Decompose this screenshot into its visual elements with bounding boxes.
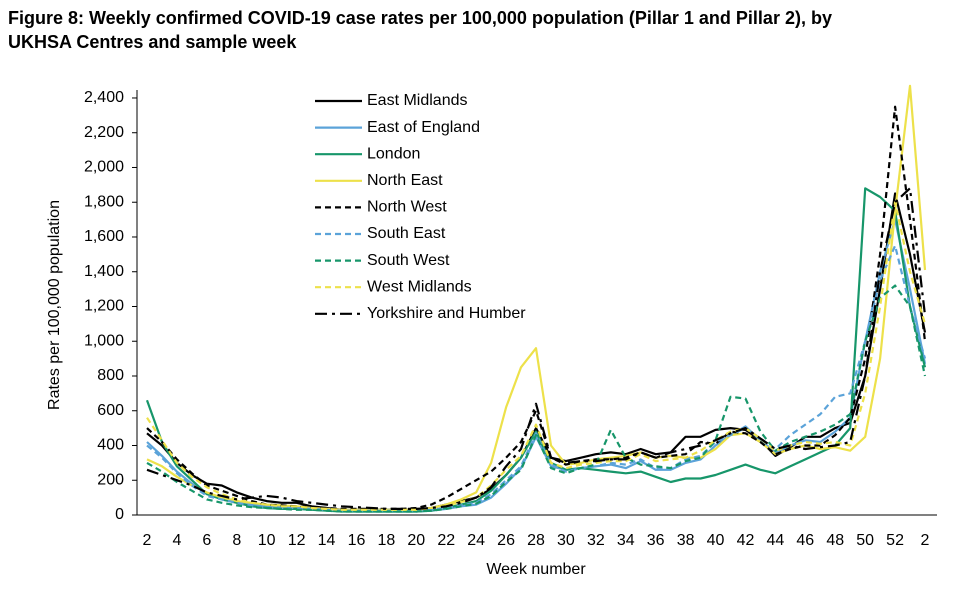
legend-label: East of England: [367, 119, 480, 136]
y-tick-label: 1,400: [84, 263, 124, 280]
x-tick-label: 2: [921, 532, 930, 549]
x-tick-label: 50: [856, 532, 874, 549]
x-tick-label: 28: [527, 532, 545, 549]
y-tick-label: 400: [97, 437, 124, 454]
y-axis-label: Rates per 100,000 population: [46, 200, 63, 410]
series-line: [146, 105, 927, 510]
y-tick-label: 200: [97, 471, 124, 488]
x-tick-label: 14: [318, 532, 336, 549]
x-tick-label: 48: [826, 532, 844, 549]
x-tick-label: 4: [172, 532, 181, 549]
x-tick-label: 2: [143, 532, 152, 549]
y-tick-label: 1,600: [84, 228, 124, 245]
x-tick-label: 46: [796, 532, 814, 549]
legend-label: West Midlands: [367, 278, 472, 295]
y-tick-label: 2,200: [84, 124, 124, 141]
legend-label: South East: [367, 225, 446, 242]
x-tick-label: 30: [557, 532, 575, 549]
x-tick-label: 32: [587, 532, 605, 549]
y-tick-label: 600: [97, 402, 124, 419]
y-tick-label: 1,000: [84, 332, 124, 349]
x-axis-label: Week number: [486, 561, 586, 578]
legend-label: North East: [367, 172, 443, 189]
x-tick-label: 40: [707, 532, 725, 549]
y-tick-label: 1,200: [84, 298, 124, 315]
series-line: [146, 201, 927, 511]
y-tick-label: 2,400: [84, 89, 124, 106]
legend-label: South West: [367, 252, 450, 269]
series-line: [146, 244, 927, 512]
x-tick-label: 24: [467, 532, 485, 549]
x-tick-label: 8: [232, 532, 241, 549]
x-tick-label: 38: [677, 532, 695, 549]
y-tick-label: 1,800: [84, 193, 124, 210]
legend-label: North West: [367, 199, 447, 216]
series-line: [146, 284, 927, 513]
x-tick-label: 26: [497, 532, 515, 549]
x-tick-label: 10: [258, 532, 276, 549]
chart-title: Figure 8: Weekly confirmed COVID-19 case…: [8, 8, 832, 52]
y-tick-label: 0: [115, 506, 124, 523]
x-tick-label: 22: [437, 532, 455, 549]
x-tick-label: 6: [202, 532, 211, 549]
y-tick-label: 800: [97, 367, 124, 384]
x-tick-label: 34: [617, 532, 635, 549]
legend-label: London: [367, 145, 420, 162]
x-tick-label: 20: [407, 532, 425, 549]
x-tick-label: 18: [377, 532, 395, 549]
series-line: [146, 218, 927, 513]
y-tick-label: 2,000: [84, 159, 124, 176]
x-tick-label: 12: [288, 532, 306, 549]
legend-label: Yorkshire and Humber: [367, 305, 526, 322]
x-tick-label: 16: [348, 532, 366, 549]
x-tick-label: 44: [766, 532, 784, 549]
legend-label: East Midlands: [367, 92, 468, 109]
x-tick-label: 36: [647, 532, 665, 549]
x-tick-label: 42: [737, 532, 755, 549]
series-line: [146, 187, 927, 510]
x-tick-label: 52: [886, 532, 904, 549]
